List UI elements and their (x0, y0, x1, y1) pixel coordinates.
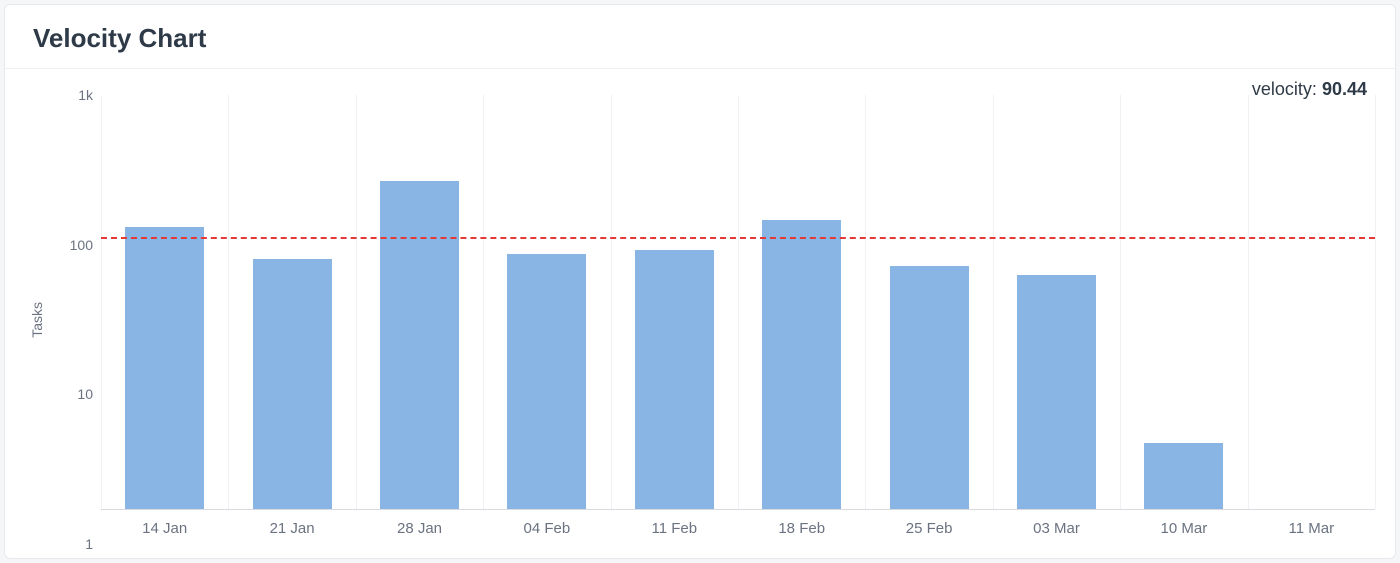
x-tick: 11 Feb (652, 520, 698, 537)
gridline (1248, 95, 1249, 509)
gridline (993, 95, 994, 509)
bar[interactable] (1017, 275, 1096, 509)
x-tick: 14 Jan (142, 520, 187, 537)
gridline (1120, 95, 1121, 509)
bar[interactable] (253, 259, 332, 509)
x-tick: 18 Feb (778, 520, 825, 537)
gridline (865, 95, 866, 509)
chart-body: Tasks 1101001k 14 Jan21 Jan28 Jan04 Feb1… (25, 95, 1375, 544)
chart-area: velocity: 90.44 Tasks 1101001k 14 Jan21 … (5, 68, 1395, 558)
velocity-reference-line (101, 237, 1375, 239)
bar[interactable] (762, 220, 841, 509)
bar[interactable] (125, 227, 204, 509)
bar[interactable] (380, 181, 459, 509)
velocity-chart-card: Velocity Chart velocity: 90.44 Tasks 110… (4, 4, 1396, 559)
plot-area (101, 95, 1375, 510)
bar[interactable] (635, 250, 714, 509)
x-tick: 28 Jan (397, 520, 442, 537)
bar[interactable] (1144, 443, 1223, 509)
y-axis-ticks: 1101001k (49, 95, 101, 544)
y-tick: 10 (77, 386, 93, 402)
x-tick: 03 Mar (1033, 520, 1080, 537)
x-axis-ticks: 14 Jan 21 Jan 28 Jan 04 Feb 11 Feb 18 Feb 25 F… (101, 510, 1375, 544)
x-tick: 25 Feb (906, 520, 953, 537)
x-tick: 11 Mar (1289, 520, 1335, 537)
card-title: Velocity Chart (33, 23, 1367, 54)
x-tick: 21 Jan (270, 520, 315, 537)
gridline (228, 95, 229, 509)
y-tick: 100 (70, 237, 93, 253)
y-axis-label: Tasks (25, 302, 49, 338)
bar[interactable] (507, 254, 586, 509)
gridline (611, 95, 612, 509)
bar[interactable] (890, 266, 969, 509)
gridline (356, 95, 357, 509)
gridline (738, 95, 739, 509)
gridline (101, 95, 102, 509)
gridline (483, 95, 484, 509)
y-tick: 1 (85, 536, 93, 552)
x-tick: 04 Feb (524, 520, 571, 537)
card-header: Velocity Chart (5, 5, 1395, 68)
gridline (1375, 95, 1376, 509)
plot-container: 14 Jan 21 Jan 28 Jan 04 Feb 11 Feb 18 Feb 25 F… (101, 95, 1375, 544)
x-tick: 10 Mar (1161, 520, 1208, 537)
y-tick: 1k (78, 87, 93, 103)
